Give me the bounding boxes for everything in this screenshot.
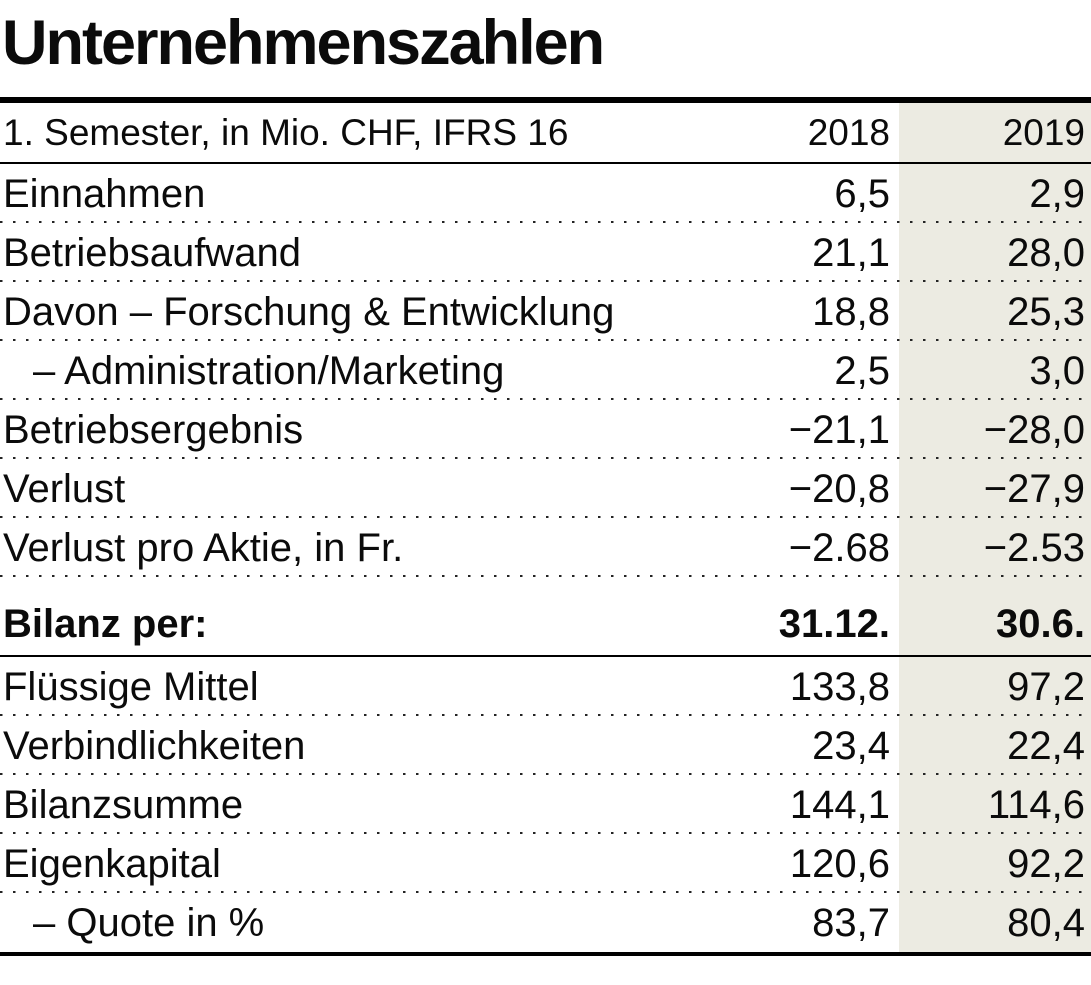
table-row: Betriebsergebnis −21,1 −28,0: [0, 400, 1091, 459]
table-row: Betriebsaufwand 21,1 28,0: [0, 223, 1091, 282]
column-header-2018: 2018: [807, 112, 890, 153]
bottom-rule: [0, 952, 1091, 956]
row-value-2018: 2,5: [834, 348, 890, 393]
row-label: Davon – Forschung & Entwicklung: [3, 289, 615, 334]
table-row: Davon – Forschung & Entwicklung 18,8 25,…: [0, 282, 1091, 341]
row-label: Flüssige Mittel: [3, 664, 259, 709]
row-value-2019: 92,2: [1007, 841, 1085, 886]
row-label: Bilanzsumme: [3, 782, 244, 827]
section-row-bilanz: Bilanz per: 31.12. 30.6.: [0, 577, 1091, 657]
row-label: Betriebsaufwand: [3, 230, 301, 275]
table-row: Eigenkapital 120,6 92,2: [0, 834, 1091, 893]
table-row: – Quote in % 83,7 80,4: [0, 893, 1091, 952]
row-value-2018: 21,1: [812, 230, 890, 275]
row-value-2019: −2.53: [983, 525, 1085, 570]
row-value-2018: 144,1: [789, 782, 890, 827]
row-value-2018: −20,8: [788, 466, 890, 511]
row-value-2018: 83,7: [812, 900, 890, 945]
table-body: 1. Semester, in Mio. CHF, IFRS 16 2018 2…: [0, 103, 1091, 956]
balance-sheet-rows: Flüssige Mittel 133,8 97,2 Verbindlichke…: [0, 657, 1091, 952]
title-rule: [0, 97, 1091, 103]
table-caption: 1. Semester, in Mio. CHF, IFRS 16: [3, 112, 569, 153]
table-row: Bilanzsumme 144,1 114,6: [0, 775, 1091, 834]
page-title: Unternehmenszahlen: [2, 8, 605, 78]
row-label: Verlust pro Aktie, in Fr.: [3, 525, 404, 570]
row-value-2019: 25,3: [1007, 289, 1085, 334]
section-label: Bilanz per:: [3, 602, 208, 646]
table-row: Verbindlichkeiten 23,4 22,4: [0, 716, 1091, 775]
income-statement-rows: Einnahmen 6,5 2,9 Betriebsaufwand 21,1 2…: [0, 164, 1091, 577]
row-value-2018: −2.68: [788, 525, 890, 570]
table-row: Flüssige Mittel 133,8 97,2: [0, 657, 1091, 716]
row-value-2018: 133,8: [789, 664, 890, 709]
table-row: – Administration/Marketing 2,5 3,0: [0, 341, 1091, 400]
row-label: Einnahmen: [3, 171, 206, 216]
section-date-2019: 30.6.: [996, 602, 1085, 646]
row-value-2019: 2,9: [1029, 171, 1085, 216]
row-value-2018: 18,8: [812, 289, 890, 334]
table-row: Verlust −20,8 −27,9: [0, 459, 1091, 518]
row-label: – Quote in %: [33, 900, 265, 945]
row-value-2019: 22,4: [1007, 723, 1085, 768]
row-label: Verbindlichkeiten: [3, 723, 306, 768]
table-row: Verlust pro Aktie, in Fr. −2.68 −2.53: [0, 518, 1091, 577]
row-value-2018: 23,4: [812, 723, 890, 768]
row-value-2019: 3,0: [1029, 348, 1085, 393]
row-value-2019: 97,2: [1007, 664, 1085, 709]
row-label: Verlust: [3, 466, 126, 511]
row-value-2018: −21,1: [788, 407, 890, 452]
row-value-2019: 114,6: [987, 782, 1085, 827]
row-value-2018: 120,6: [789, 841, 890, 886]
financial-table: 1. Semester, in Mio. CHF, IFRS 16 2018 2…: [0, 103, 1091, 956]
row-value-2019: 28,0: [1007, 230, 1085, 275]
row-value-2019: −27,9: [983, 466, 1085, 511]
row-value-2019: 80,4: [1007, 900, 1085, 945]
row-label: Betriebsergebnis: [3, 407, 304, 452]
table-header-row: 1. Semester, in Mio. CHF, IFRS 16 2018 2…: [0, 103, 1091, 164]
table-row: Einnahmen 6,5 2,9: [0, 164, 1091, 223]
column-header-2019: 2019: [1002, 112, 1085, 153]
row-value-2019: −28,0: [983, 407, 1085, 452]
row-label: Eigenkapital: [3, 841, 221, 886]
section-date-2018: 31.12.: [778, 602, 890, 646]
row-value-2018: 6,5: [834, 171, 890, 216]
row-label: – Administration/Marketing: [33, 348, 505, 393]
